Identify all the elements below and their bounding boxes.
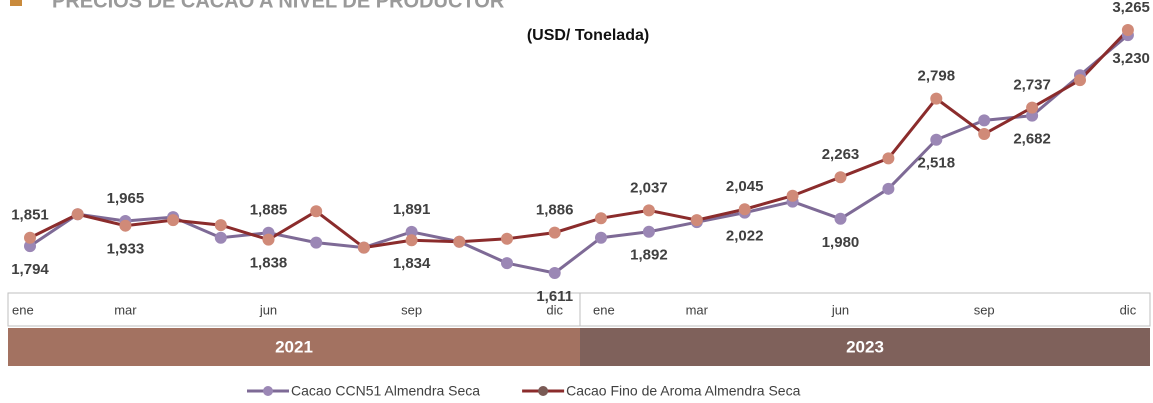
- point: [642, 204, 655, 217]
- point: [882, 182, 895, 195]
- point: [405, 234, 418, 247]
- point: [1121, 24, 1134, 36]
- point: [834, 212, 847, 225]
- data-label: 1,851: [11, 207, 49, 224]
- series-line: [29, 33, 1129, 275]
- data-label: 1,834: [393, 255, 431, 272]
- point: [548, 226, 561, 239]
- point: [595, 212, 607, 225]
- point: [1026, 101, 1039, 114]
- point: [642, 225, 655, 238]
- point: [930, 92, 943, 105]
- legend-marker: [538, 386, 549, 396]
- point: [167, 214, 180, 227]
- point: [453, 235, 466, 248]
- point: [24, 240, 36, 253]
- data-label: 1,885: [250, 202, 288, 219]
- data-label: 2,737: [1013, 77, 1051, 94]
- legend-label: Cacao CCN51 Almendra Seca: [291, 383, 480, 399]
- point: [214, 219, 227, 232]
- chart-subtitle: (USD/ Tonelada): [527, 27, 649, 44]
- data-label: 1,980: [822, 234, 860, 251]
- point: [119, 219, 132, 232]
- point: [786, 189, 799, 202]
- point: [978, 114, 991, 127]
- point: [310, 236, 323, 249]
- data-label: 1,611: [536, 288, 573, 305]
- point: [405, 225, 418, 238]
- data-label: 2,518: [918, 155, 956, 172]
- data-label: 2,045: [726, 178, 764, 195]
- data-label: 2,022: [726, 228, 764, 245]
- point: [501, 232, 513, 245]
- x-tick-label: mar: [686, 302, 709, 317]
- data-label: 3,265: [1112, 0, 1150, 16]
- data-label: 1,794: [11, 261, 49, 278]
- data-label: 1,838: [250, 255, 288, 272]
- point: [310, 205, 323, 218]
- category-band: [7, 292, 1151, 327]
- point: [882, 152, 895, 165]
- data-label: 2,682: [1013, 131, 1051, 148]
- title-icon: [10, 0, 22, 6]
- legend-label: Cacao Fino de Aroma Almendra Seca: [566, 383, 800, 399]
- series-line: [29, 28, 1129, 250]
- x-tick-label: ene: [12, 302, 34, 317]
- point: [24, 231, 36, 244]
- point: [548, 267, 561, 279]
- point: [262, 233, 275, 246]
- chart-title: PRECIOS DE CACAO A NIVEL DE PRODUCTOR: [52, 0, 505, 12]
- year-band: [8, 328, 580, 366]
- legend-marker: [263, 386, 273, 396]
- year-label: 2021: [275, 337, 313, 356]
- x-tick-label: sep: [401, 302, 422, 317]
- point: [834, 171, 847, 184]
- point: [71, 208, 84, 221]
- x-tick-label: sep: [974, 302, 995, 317]
- data-label: 2,798: [918, 68, 956, 85]
- point: [738, 203, 751, 216]
- x-tick-label: ene: [593, 302, 615, 317]
- data-label: 1,891: [393, 201, 431, 218]
- data-label: 2,263: [822, 146, 860, 163]
- year-band: [580, 328, 1150, 366]
- data-label: 1,892: [630, 247, 668, 264]
- x-tick-label: dic: [1120, 302, 1137, 317]
- x-tick-label: mar: [114, 302, 137, 317]
- year-label: 2023: [846, 337, 884, 356]
- point: [595, 231, 607, 244]
- point: [357, 241, 370, 254]
- x-tick-label: jun: [831, 302, 849, 317]
- data-label: 1,965: [107, 190, 145, 207]
- point: [501, 257, 513, 270]
- x-tick-label: dic: [546, 302, 563, 317]
- point: [1074, 74, 1086, 87]
- x-tick-label: jun: [259, 302, 277, 317]
- data-label: 3,230: [1112, 50, 1150, 67]
- data-label: 2,037: [630, 179, 668, 196]
- point: [930, 133, 943, 146]
- point: [690, 214, 703, 227]
- point: [978, 128, 991, 141]
- data-label: 1,933: [107, 241, 145, 258]
- data-label: 1,886: [536, 202, 574, 219]
- point: [214, 231, 227, 244]
